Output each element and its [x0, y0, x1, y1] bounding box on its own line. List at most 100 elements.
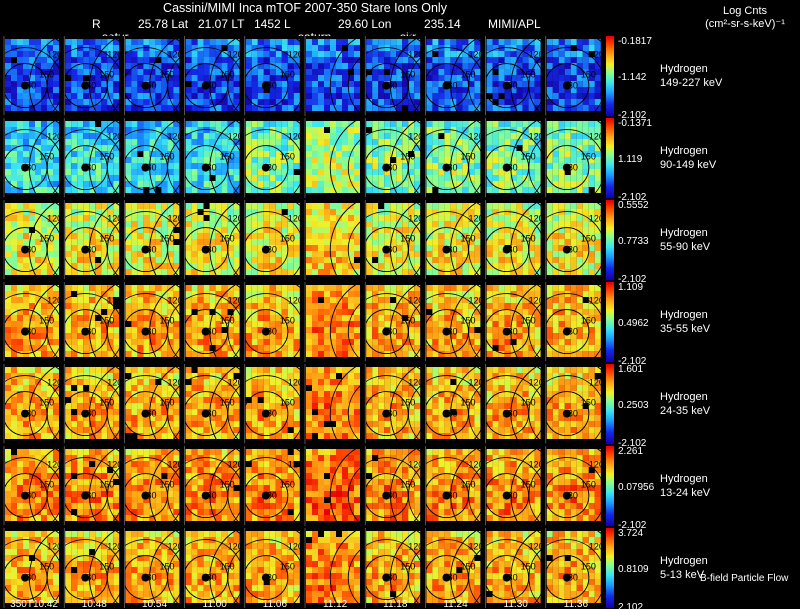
colorbar-7: 3.724 0.8109 2.102 — [606, 528, 649, 609]
contour-label-150: 150 — [280, 562, 295, 572]
contour-label-150: 150 — [581, 234, 596, 244]
contour-label-150: 150 — [220, 152, 235, 162]
contour-label-120: 120 — [228, 132, 243, 142]
contour-label-120: 120 — [468, 378, 483, 388]
b-field-note: B-field Particle Flow — [700, 573, 789, 584]
contour-label-120: 120 — [107, 50, 122, 60]
contour-label-180: 180 — [262, 573, 277, 583]
image-frame: 180 150 120 — [149, 275, 263, 389]
contour-label-150: 150 — [220, 398, 235, 408]
contour-label-120: 120 — [288, 132, 303, 142]
panel-energy: 5-13 keV — [660, 569, 705, 581]
contour-label-180: 180 — [382, 491, 397, 501]
contour-label-180: 180 — [563, 163, 578, 173]
contour-label-180: 180 — [21, 491, 36, 501]
contour-label-120: 120 — [589, 542, 604, 552]
colorbar-2: -0.1371 1.119 -2.102 — [606, 118, 652, 203]
contour-label-180: 180 — [503, 245, 518, 255]
colorbar-5: 1.601 0.2503 -2.102 — [606, 364, 649, 449]
colorbar-3: 0.5552 0.7733 -2.102 — [606, 200, 649, 285]
panel-2: 1801501201801501201801501201801501201801… — [0, 111, 717, 225]
contour-label-180: 180 — [141, 245, 156, 255]
contour-label-180: 180 — [563, 491, 578, 501]
contour-label-120: 120 — [529, 378, 544, 388]
contour-label-120: 120 — [529, 214, 544, 224]
contour-label-150: 150 — [220, 480, 235, 490]
contour-label-150: 150 — [39, 480, 54, 490]
contour-label-180: 180 — [202, 327, 217, 337]
contour-label-120: 120 — [47, 378, 62, 388]
contour-label-180: 180 — [262, 81, 277, 91]
contour-label-120: 120 — [167, 50, 182, 60]
panel-species: Hydrogen — [660, 555, 708, 567]
contour-label-150: 150 — [400, 70, 415, 80]
contour-label-180: 180 — [141, 81, 156, 91]
contour-label-150: 150 — [581, 70, 596, 80]
contour-label-150: 150 — [581, 398, 596, 408]
contour-label-180: 180 — [442, 81, 457, 91]
panel-species: Hydrogen — [660, 391, 708, 403]
panel-energy: 13-24 keV — [660, 487, 711, 499]
contour-label-180: 180 — [503, 409, 518, 419]
image-frame — [306, 203, 360, 275]
contour-label-120: 120 — [228, 378, 243, 388]
contour-label-180: 180 — [21, 245, 36, 255]
time-tick: 11:00 — [203, 599, 228, 609]
colorbar-6: 2.261 0.07956 -2.102 — [606, 446, 655, 531]
info-r: R — [92, 17, 101, 31]
contour-label-150: 150 — [521, 316, 536, 326]
contour-label-120: 120 — [468, 50, 483, 60]
contour-label-150: 150 — [460, 234, 475, 244]
colorbar-min: -2.102 — [618, 192, 647, 203]
contour-label-150: 150 — [220, 562, 235, 572]
contour-label-120: 120 — [589, 50, 604, 60]
contour-label-180: 180 — [503, 327, 518, 337]
colorbar-1: -0.1817 -1.142 -2.102 — [606, 36, 652, 121]
panel-species: Hydrogen — [660, 309, 708, 321]
contour-label-150: 150 — [460, 316, 475, 326]
contour-label-180: 180 — [81, 409, 96, 419]
contour-label-150: 150 — [99, 480, 114, 490]
contour-label-150: 150 — [159, 316, 174, 326]
contour-label-120: 120 — [589, 132, 604, 142]
contour-label-180: 180 — [442, 409, 457, 419]
contour-label-150: 150 — [280, 234, 295, 244]
contour-label-180: 180 — [202, 491, 217, 501]
contour-label-120: 120 — [468, 296, 483, 306]
colorbar-max: -0.1817 — [618, 36, 652, 47]
contour-label-150: 150 — [460, 480, 475, 490]
contour-label-120: 120 — [167, 214, 182, 224]
units-line2: (cm²-sr-s-keV)⁻¹ — [705, 18, 785, 30]
contour-label-150: 150 — [99, 152, 114, 162]
contour-label-120: 120 — [107, 378, 122, 388]
contour-label-180: 180 — [21, 163, 36, 173]
contour-label-180: 180 — [262, 327, 277, 337]
contour-label-150: 150 — [400, 480, 415, 490]
info-apl: MIMI/APL — [488, 17, 541, 31]
contour-label-180: 180 — [563, 81, 578, 91]
contour-label-180: 180 — [382, 245, 397, 255]
colorbar-min: -2.102 — [618, 274, 647, 285]
contour-label-180: 180 — [442, 245, 457, 255]
contour-label-120: 120 — [228, 214, 243, 224]
contour-label-120: 120 — [167, 296, 182, 306]
contour-label-150: 150 — [581, 562, 596, 572]
contour-label-150: 150 — [220, 234, 235, 244]
contour-label-180: 180 — [442, 163, 457, 173]
contour-label-120: 120 — [107, 214, 122, 224]
contour-label-120: 120 — [167, 460, 182, 470]
contour-label-120: 120 — [288, 50, 303, 60]
chart-title: Cassini/MIMI Inca mTOF 2007-350 Stare Io… — [163, 1, 447, 15]
contour-label-150: 150 — [521, 562, 536, 572]
contour-label-120: 120 — [288, 214, 303, 224]
contour-label-180: 180 — [382, 573, 397, 583]
contour-label-120: 120 — [589, 296, 604, 306]
